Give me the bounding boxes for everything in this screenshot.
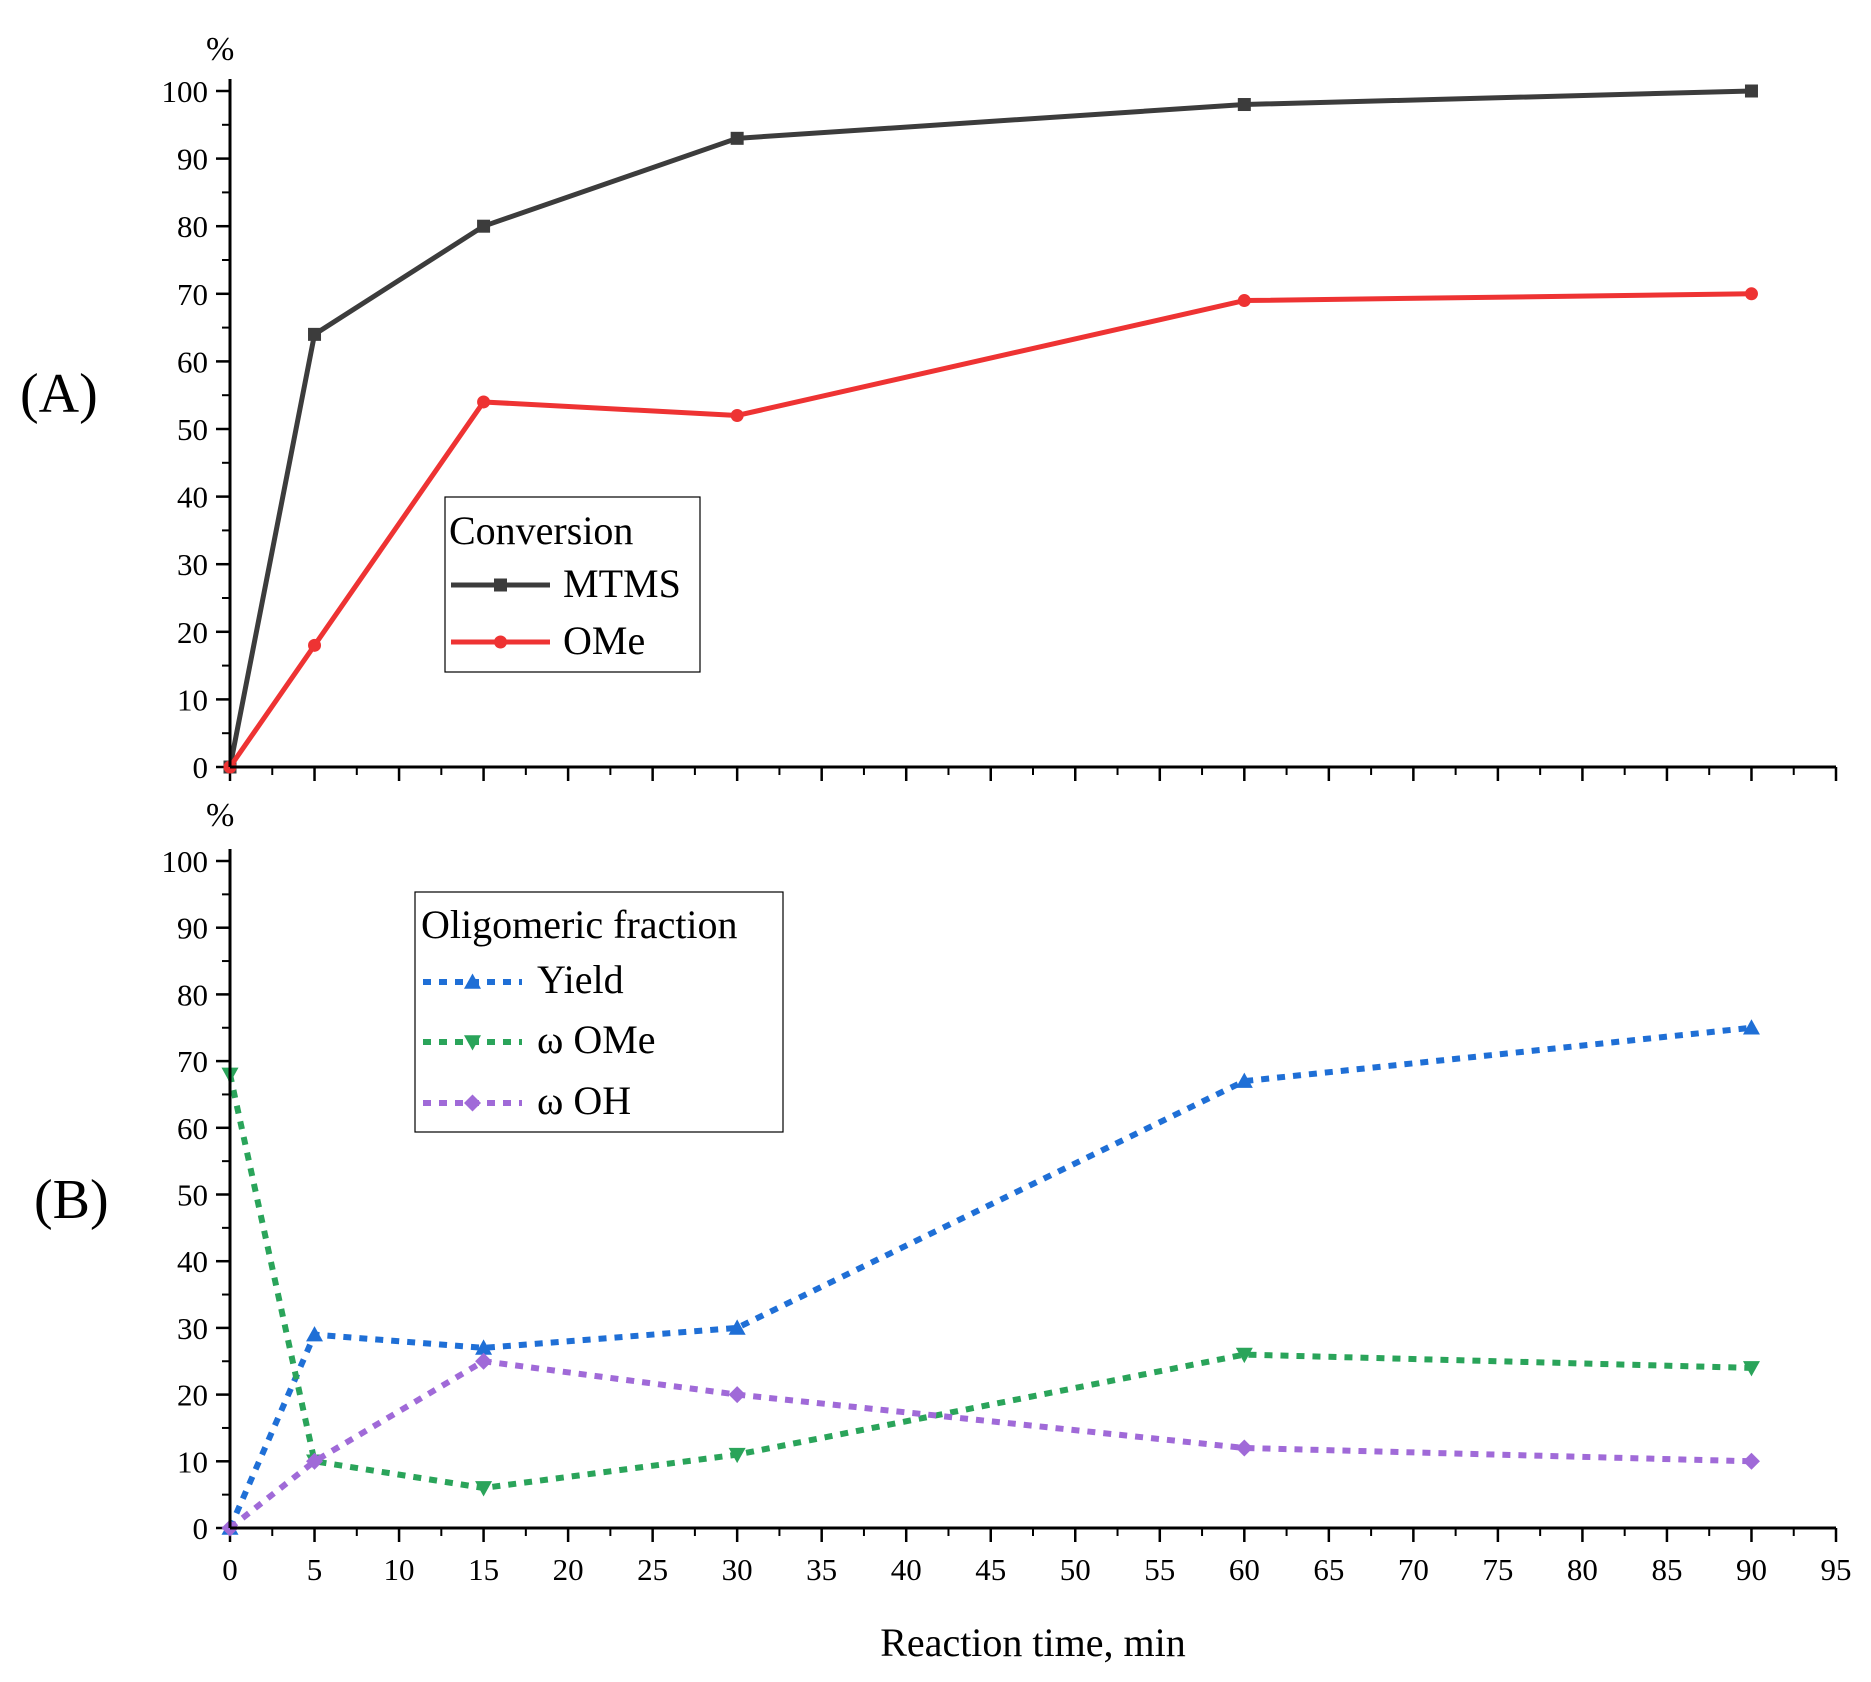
y-tick-label: 0 — [193, 1511, 209, 1546]
legend-swatch-marker — [464, 973, 481, 989]
legend-label-ome: OMe — [563, 618, 645, 663]
x-tick-label: 80 — [1567, 1552, 1598, 1587]
y-tick-label: 60 — [177, 344, 208, 379]
y-tick-label: 80 — [177, 209, 208, 244]
x-tick-label: 65 — [1313, 1552, 1344, 1587]
legend-swatch-marker — [464, 1094, 481, 1112]
data-point — [1235, 1347, 1253, 1364]
data-point — [1742, 1361, 1760, 1377]
legend-title: Conversion — [449, 508, 633, 553]
x-tick-label: 35 — [806, 1552, 837, 1587]
data-point — [1235, 1439, 1253, 1457]
y-tick-label: 100 — [162, 844, 209, 879]
panel-b: (B) % 0 10 20 30 40 50 60 70 80 90 100 0 5 10 15 20 25 30… — [34, 797, 1852, 1665]
x-tick-label: 45 — [975, 1552, 1006, 1587]
data-point — [475, 1481, 493, 1497]
series-line-mtms — [227, 88, 1752, 768]
data-point — [475, 1339, 493, 1355]
x-tick-label: 15 — [468, 1552, 499, 1587]
legend-label-yield: Yield — [537, 957, 624, 1002]
data-point — [728, 1447, 746, 1464]
panel-a-legend: Conversion MTMS OMe — [444, 496, 701, 673]
data-point — [1744, 287, 1758, 301]
x-tick-label: 50 — [1060, 1552, 1091, 1587]
legend-label-omega-oh: ω OH — [537, 1078, 631, 1123]
legend-title: Oligomeric fraction — [421, 902, 738, 947]
y-tick-label: 40 — [177, 1244, 208, 1279]
y-tick-label: 100 — [162, 74, 209, 109]
x-tick-label: 70 — [1398, 1552, 1429, 1587]
x-tick-label: 55 — [1144, 1552, 1175, 1587]
y-tick-label: 10 — [177, 682, 208, 717]
data-point — [306, 1452, 324, 1470]
data-point — [728, 1319, 746, 1335]
series-line-yield — [227, 1024, 1752, 1530]
data-point — [1744, 84, 1758, 98]
y-tick-label: 80 — [177, 977, 208, 1012]
x-tick-label: 10 — [384, 1552, 415, 1587]
legend-swatch-marker — [464, 1035, 481, 1051]
panel-b-y-unit: % — [206, 797, 234, 834]
panel-a-label: (A) — [20, 363, 98, 425]
data-point — [730, 408, 744, 422]
y-tick-label: 50 — [177, 412, 208, 447]
data-point — [730, 131, 744, 145]
x-tick-label: 75 — [1482, 1552, 1513, 1587]
y-tick-label: 90 — [177, 142, 208, 177]
series-line-ω-oh — [228, 1358, 1752, 1531]
x-tick-label: 20 — [553, 1552, 584, 1587]
legend-swatch-marker — [494, 635, 507, 649]
x-tick-label: 0 — [222, 1552, 238, 1587]
panel-a: (A) % 0 10 20 30 40 50 60 70 80 90 100 Conversion … — [20, 31, 1838, 785]
y-tick-label: 90 — [177, 911, 208, 946]
x-tick-label: 60 — [1229, 1552, 1260, 1587]
data-point — [308, 327, 322, 341]
y-tick-label: 30 — [177, 1311, 208, 1346]
data-point — [728, 1386, 746, 1404]
x-tick-label: 95 — [1821, 1552, 1852, 1587]
legend-frame — [414, 891, 784, 1133]
y-tick-label: 10 — [177, 1444, 208, 1479]
legend-label-mtms: MTMS — [563, 561, 681, 606]
legend-label-omega-ome: ω OMe — [537, 1017, 656, 1062]
x-tick-label: 30 — [722, 1552, 753, 1587]
data-point — [475, 1352, 493, 1370]
panel-b-legend: Oligomeric fraction Yield ω OMe ω OH — [414, 891, 784, 1133]
data-point — [477, 395, 491, 409]
data-point — [477, 219, 491, 233]
x-tick-label: 90 — [1736, 1552, 1767, 1587]
data-point — [1742, 1452, 1760, 1470]
y-tick-label: 30 — [177, 547, 208, 582]
series-line-ω-ome — [227, 1073, 1752, 1491]
y-tick-label: 70 — [177, 277, 208, 312]
y-tick-label: 20 — [177, 1378, 208, 1413]
data-point — [1237, 294, 1251, 308]
x-axis-label: Reaction time, min — [880, 1620, 1186, 1665]
y-tick-label: 40 — [177, 480, 208, 515]
panel-a-y-unit: % — [206, 31, 234, 68]
x-tick-label: 85 — [1651, 1552, 1682, 1587]
data-point — [1235, 1072, 1253, 1088]
x-tick-label: 5 — [307, 1552, 323, 1587]
data-point — [306, 1326, 324, 1342]
series-line-ome — [227, 291, 1752, 769]
y-tick-label: 70 — [177, 1044, 208, 1079]
x-tick-label: 25 — [637, 1552, 668, 1587]
y-tick-label: 50 — [177, 1178, 208, 1213]
data-point — [308, 638, 322, 652]
panel-b-label: (B) — [34, 1169, 109, 1231]
x-tick-label: 40 — [891, 1552, 922, 1587]
y-tick-label: 60 — [177, 1111, 208, 1146]
data-point — [1237, 98, 1251, 112]
data-point — [1742, 1019, 1760, 1035]
legend-swatch-marker — [494, 578, 507, 592]
y-tick-label: 0 — [193, 750, 209, 785]
y-tick-label: 20 — [177, 615, 208, 650]
